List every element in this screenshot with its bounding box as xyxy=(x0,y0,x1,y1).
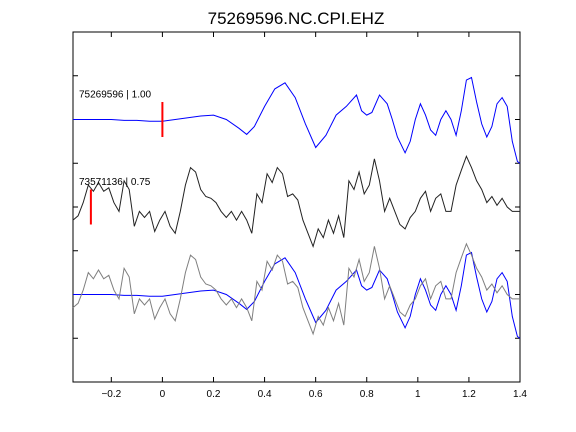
x-axis: −0.2 0 0.2 0.4 0.6 0.8 1 1.2 1.4 xyxy=(101,32,527,400)
x-tick-label: 1.2 xyxy=(462,389,476,400)
x-tick-label: 0.2 xyxy=(207,389,221,400)
chart-title: 75269596.NC.CPI.EHZ xyxy=(208,9,385,28)
trace-label-1: 75269596 | 1.00 xyxy=(79,90,152,101)
trace-labels: 75269596 | 1.00 73571136 | 0.75 xyxy=(79,90,152,189)
x-tick-label: 1 xyxy=(415,389,421,400)
x-tick-label: 0 xyxy=(160,389,166,400)
x-tick-label: 0.6 xyxy=(309,389,323,400)
plot-frame xyxy=(72,31,521,383)
x-tick-label: −0.2 xyxy=(101,389,121,400)
trace-2 xyxy=(72,154,520,248)
traces-group xyxy=(72,76,521,339)
x-tick-label: 0.4 xyxy=(258,389,272,400)
overlay-trace-gray xyxy=(72,242,520,336)
y-axis xyxy=(73,75,520,339)
x-tick-label: 1.4 xyxy=(513,389,527,400)
overlay-trace-blue xyxy=(73,251,521,339)
trace-1 xyxy=(73,76,521,164)
trace-label-2: 73571136 | 0.75 xyxy=(79,177,151,188)
pick-markers xyxy=(89,102,164,225)
x-tick-label: 0.8 xyxy=(360,389,374,400)
